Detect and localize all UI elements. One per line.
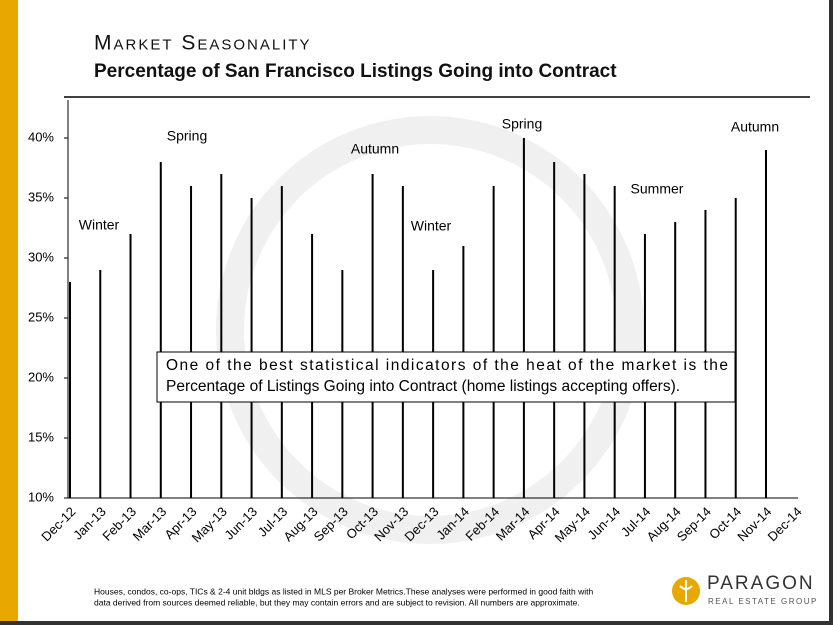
season-label: Autumn xyxy=(351,141,399,157)
season-label: Spring xyxy=(502,116,542,132)
watermark xyxy=(216,116,644,544)
border-right xyxy=(829,0,833,625)
bar xyxy=(613,186,616,498)
note-line: One of the best statistical indicators o… xyxy=(166,357,728,374)
footnote: Houses, condos, co-ops, TICs & 2-4 unit … xyxy=(94,586,593,596)
logo-glyph xyxy=(679,580,693,602)
bar xyxy=(190,186,193,498)
bar xyxy=(129,234,132,498)
bar xyxy=(401,186,404,498)
note-line: Percentage of Listings Going into Contra… xyxy=(166,378,680,395)
bar xyxy=(764,150,767,498)
y-tick-label: 15% xyxy=(28,429,54,444)
chart-subtitle: Percentage of San Francisco Listings Goi… xyxy=(94,61,617,82)
y-tick-label: 10% xyxy=(28,489,54,504)
bar xyxy=(734,198,737,498)
bar xyxy=(371,174,374,498)
season-label: Autumn xyxy=(731,119,779,135)
bar xyxy=(553,162,556,498)
bar xyxy=(280,186,283,498)
bar xyxy=(69,282,71,498)
bar xyxy=(99,270,102,498)
bar xyxy=(159,162,162,498)
footnote: data derived from sources deemed reliabl… xyxy=(94,597,580,607)
note-box xyxy=(156,351,736,403)
season-label: Winter xyxy=(411,218,452,234)
border-bottom xyxy=(0,621,833,625)
season-label: Summer xyxy=(631,181,684,197)
y-tick-label: 35% xyxy=(28,189,54,204)
season-label: Winter xyxy=(79,217,120,233)
bar xyxy=(522,138,525,498)
season-label: Spring xyxy=(167,128,207,144)
chart-title: Market Seasonality xyxy=(94,32,312,55)
bar xyxy=(220,174,223,498)
y-tick-label: 40% xyxy=(28,129,54,144)
bar xyxy=(583,174,586,498)
y-tick-label: 20% xyxy=(28,369,54,384)
bar xyxy=(492,186,495,498)
y-tick-label: 30% xyxy=(28,249,54,264)
bar xyxy=(250,198,253,498)
y-tick-label: 25% xyxy=(28,309,54,324)
logo-tagline: REAL ESTATE GROUP xyxy=(708,597,818,606)
side-bar xyxy=(0,0,18,625)
logo-name: PARAGON xyxy=(707,573,815,594)
